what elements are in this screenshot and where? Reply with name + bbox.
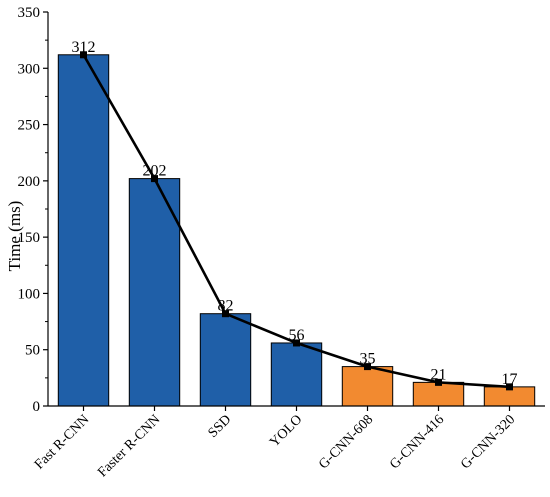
bar-g-cnn-416 (412, 381, 465, 407)
bar-yolo (270, 342, 323, 407)
data-label: 312 (72, 39, 96, 56)
line-marker (506, 383, 513, 391)
data-label: 82 (218, 298, 234, 315)
y-tick-label: 50 (25, 343, 40, 359)
y-axis-title: Time (ms) (5, 201, 24, 272)
data-label: 21 (431, 366, 447, 383)
data-label: 35 (360, 351, 376, 368)
line-marker (293, 339, 300, 347)
x-tick-label: YOLO (267, 412, 305, 450)
bar-ssd (199, 313, 252, 407)
line-marker (151, 175, 158, 183)
y-tick-label: 0 (33, 399, 41, 415)
trend-line-group (80, 51, 513, 391)
data-label: 17 (502, 371, 518, 388)
bar-fast-r-cnn (57, 54, 110, 407)
x-tick-label: G-CNN-416 (387, 412, 447, 472)
axes-group (43, 11, 545, 411)
line-marker (222, 310, 229, 318)
bar-faster-r-cnn (128, 178, 181, 407)
data-label: 202 (143, 163, 167, 180)
bar-g-cnn-608 (341, 366, 394, 407)
line-marker (364, 363, 371, 371)
y-tick-label: 300 (18, 61, 41, 77)
y-tick-label: 250 (18, 118, 41, 134)
x-tick-label: G-CNN-608 (316, 412, 376, 472)
x-tick-label: G-CNN-320 (458, 412, 518, 472)
y-tick-label: 100 (18, 286, 41, 302)
data-label: 56 (289, 327, 305, 344)
y-tick-label: 200 (18, 174, 41, 190)
line-marker (435, 378, 442, 386)
bars-group (57, 54, 536, 407)
x-tick-label: Faster R-CNN (95, 412, 163, 480)
x-tick-label: Fast R-CNN (32, 412, 92, 472)
y-tick-label: 150 (18, 230, 41, 246)
x-tick-label: SSD (206, 412, 235, 441)
line-marker (80, 51, 87, 59)
y-tick-label: 350 (18, 5, 41, 21)
